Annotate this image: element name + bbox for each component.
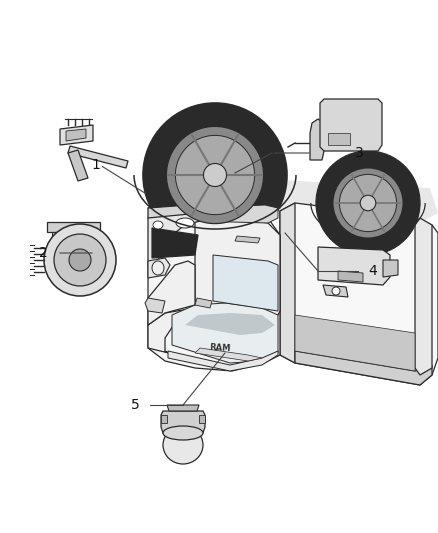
Polygon shape [280,203,438,385]
Polygon shape [323,285,348,297]
Polygon shape [148,208,200,265]
Polygon shape [47,222,100,232]
Polygon shape [161,415,167,423]
Polygon shape [295,351,432,385]
Polygon shape [185,313,275,335]
Polygon shape [148,211,280,371]
Ellipse shape [176,218,194,228]
Polygon shape [60,125,93,145]
Polygon shape [338,271,363,282]
Polygon shape [310,119,324,160]
Ellipse shape [332,287,340,295]
Polygon shape [52,232,60,242]
Polygon shape [415,218,432,375]
Polygon shape [195,298,212,308]
Polygon shape [66,129,86,141]
Polygon shape [185,205,278,223]
Polygon shape [167,405,199,411]
Polygon shape [172,303,278,363]
Ellipse shape [153,221,163,229]
Ellipse shape [163,426,203,440]
Polygon shape [195,215,280,315]
Polygon shape [148,203,215,218]
Polygon shape [152,228,198,258]
Polygon shape [280,203,295,363]
Text: 5: 5 [131,398,140,412]
Polygon shape [161,411,205,433]
Ellipse shape [360,195,376,211]
Polygon shape [148,258,170,278]
Ellipse shape [54,234,106,286]
Polygon shape [145,298,165,313]
Text: RAM: RAM [209,343,231,353]
Text: 2: 2 [39,246,48,260]
Ellipse shape [143,103,287,247]
Ellipse shape [333,168,403,238]
Polygon shape [235,236,260,243]
Text: 1: 1 [91,158,100,172]
Text: 4: 4 [368,264,377,278]
Ellipse shape [44,224,116,296]
Ellipse shape [69,249,91,271]
Polygon shape [295,315,415,371]
Polygon shape [148,173,438,223]
Polygon shape [383,260,398,277]
Text: 3: 3 [355,146,364,160]
Polygon shape [318,247,390,285]
Polygon shape [148,303,230,368]
Ellipse shape [166,126,264,224]
Polygon shape [148,261,195,325]
Ellipse shape [152,261,164,275]
Ellipse shape [316,151,420,255]
Ellipse shape [175,135,254,215]
Polygon shape [320,99,382,151]
Ellipse shape [204,164,226,187]
Polygon shape [213,255,278,311]
Polygon shape [68,146,128,168]
Polygon shape [195,348,262,361]
Ellipse shape [163,426,203,464]
Polygon shape [68,150,88,181]
Polygon shape [168,351,278,371]
Ellipse shape [339,174,396,232]
Polygon shape [199,415,205,423]
Polygon shape [328,133,350,145]
